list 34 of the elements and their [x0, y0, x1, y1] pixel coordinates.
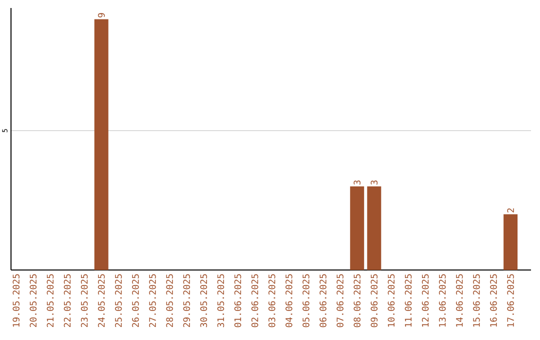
x-tick-label: 29.05.2025 [183, 274, 190, 328]
x-tick-label: 11.06.2025 [404, 274, 412, 327]
x-tick-label: 30.05.2025 [200, 274, 208, 328]
x-tick-label: 22.05.2025 [64, 274, 71, 328]
data-label: 3 [370, 180, 378, 185]
x-tick-label: 21.05.2025 [46, 274, 54, 328]
x-tick-label: 25.05.2025 [115, 274, 122, 328]
x-tick-label: 02.06.2025 [251, 274, 258, 328]
x-tick-label: 03.06.2025 [268, 274, 276, 328]
x-tick-label: 09.06.2025 [370, 274, 378, 328]
x-tick-label: 06.06.2025 [320, 274, 326, 328]
x-tick-label: 16.06.2025 [490, 274, 497, 327]
data-label: 3 [354, 180, 361, 185]
x-tick-label: 19.05.2025 [12, 274, 20, 327]
x-tick-label: 12.06.2025 [422, 274, 429, 327]
x-tick-label: 10.06.2025 [388, 274, 395, 327]
x-tick-label: 27.05.2025 [149, 274, 156, 328]
x-tick-label: 14.06.2025 [456, 274, 463, 327]
x-tick-label: 23.05.2025 [80, 274, 88, 328]
x-tick-label: 31.05.2025 [217, 274, 224, 328]
x-tick-label: 20.05.2025 [30, 274, 37, 328]
x-tick-label: 17.06.2025 [507, 274, 514, 327]
x-tick-label: 01.06.2025 [234, 274, 242, 328]
x-tick-label: 07.06.2025 [336, 274, 344, 328]
x-tick-label: 04.06.2025 [286, 274, 292, 328]
data-label: 9 [98, 13, 105, 18]
x-tick-label: 24.05.2025 [98, 274, 105, 328]
x-tick-label: 05.06.2025 [302, 274, 310, 328]
x-tick-label: 28.05.2025 [166, 274, 173, 328]
x-tick-label: 08.06.2025 [354, 274, 361, 328]
data-label: 2 [507, 208, 514, 212]
x-tick-label: 15.06.2025 [473, 274, 480, 327]
x-tick-label: 13.06.2025 [438, 274, 446, 327]
x-tick-label: 26.05.2025 [132, 274, 139, 328]
